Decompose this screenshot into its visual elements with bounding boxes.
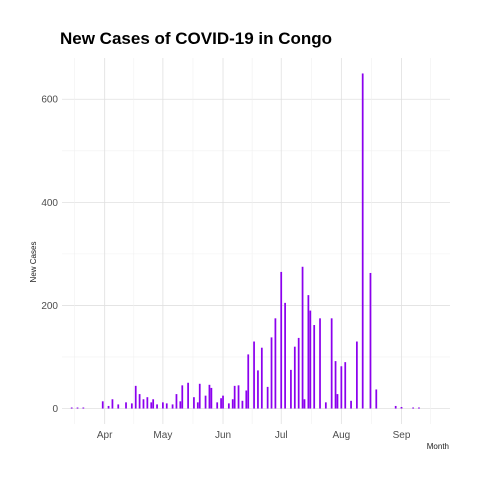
x-tick-labels: Apr May Jun Jul Aug Sep [97,430,411,441]
bar [204,395,207,409]
bar [270,337,273,409]
x-axis-title: Month [427,442,449,451]
bar [293,346,296,409]
x-tick-label: Aug [332,430,350,441]
bar [350,400,352,409]
y-tick-label: 0 [52,404,58,415]
bar [82,407,85,409]
bar [233,385,236,409]
bar [260,347,263,409]
y-axis-title: New Cases [29,242,38,283]
bar [150,402,153,409]
bar [220,398,222,409]
bar [156,404,158,409]
bar [117,404,120,409]
bar [125,402,127,409]
bar [152,399,155,409]
bar [198,383,201,409]
bar [412,407,415,409]
x-tick-label: Jun [215,430,231,441]
chart-title: New Cases of COVID-19 in Congo [60,29,332,48]
bar [107,405,110,409]
grid [62,58,450,424]
bar [344,362,347,409]
bar [237,385,240,409]
bar [179,401,182,409]
bar [266,386,269,409]
bar [319,318,321,409]
bar [231,399,234,409]
bar [175,394,178,409]
bar [216,402,219,409]
bar [303,399,306,409]
bar [76,407,79,409]
bar [208,384,211,409]
bar [162,402,164,409]
bar [400,406,403,409]
bar [187,382,189,409]
x-tick-label: Jul [275,430,288,441]
bar [356,341,358,409]
y-tick-label: 600 [41,95,58,106]
bar [130,403,133,409]
bar [227,403,230,409]
bar [134,385,137,409]
bar [138,394,141,409]
bar [193,397,195,409]
bar [290,369,292,409]
bar [101,401,104,409]
y-tick-labels: 0 200 400 600 [41,95,58,415]
bar [284,302,286,409]
bar [245,390,248,409]
bar [313,325,316,409]
bar [418,407,420,409]
bar [165,403,168,409]
bar [181,385,184,409]
bar [394,405,397,409]
bar [247,354,250,409]
bar [361,73,364,409]
bar [280,271,283,409]
x-tick-label: Apr [97,430,113,441]
bar [222,395,224,409]
bar [375,389,378,409]
y-tick-label: 400 [41,198,58,209]
bar [171,404,174,409]
bar [324,402,327,409]
bar [253,341,255,409]
y-tick-label: 200 [41,301,58,312]
bar [142,399,145,409]
bar [210,387,213,409]
bar [309,310,312,409]
bars [70,73,420,409]
bar [257,370,259,409]
bar [241,400,244,409]
bar [336,394,339,409]
bar [70,407,73,409]
bar [340,366,343,409]
bar [369,272,372,409]
bar [274,318,277,409]
bar [196,402,199,409]
bar [111,399,114,409]
bar [297,337,300,409]
bar [330,318,333,409]
x-tick-label: May [153,430,172,441]
bar [307,295,310,409]
bar [334,361,337,409]
x-tick-label: Sep [393,430,411,441]
bar [301,266,304,409]
bar [146,397,149,409]
